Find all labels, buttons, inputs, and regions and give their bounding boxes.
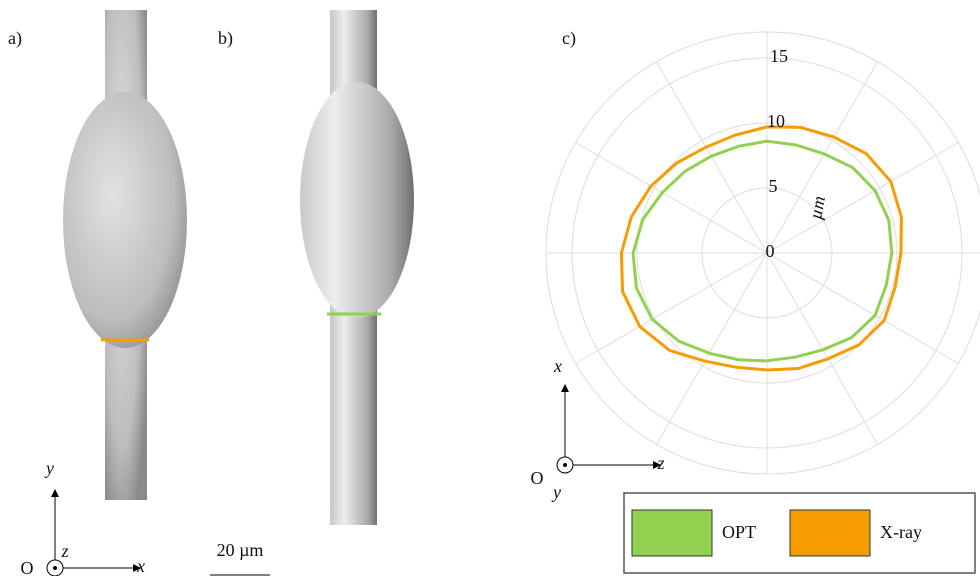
- annotation: z⃗: [60, 541, 82, 561]
- grid-spoke: [657, 253, 768, 444]
- annotation: y⃗: [551, 482, 575, 502]
- annotation: O: [531, 468, 544, 488]
- annotation: y⃗: [44, 458, 68, 478]
- annotation: x⃗: [136, 556, 159, 576]
- annotation: c): [562, 28, 576, 49]
- r-tick-label: 10: [767, 111, 785, 131]
- r-tick-label: 5: [769, 176, 778, 196]
- series-line: [621, 127, 901, 370]
- annotation: a): [8, 28, 22, 49]
- annotation: 20 µm: [217, 540, 264, 560]
- grid-spoke: [767, 62, 878, 253]
- annotation: z⃗: [656, 453, 678, 473]
- legend-label: OPT: [722, 522, 756, 542]
- series-line: [633, 141, 892, 361]
- r-tick-label: 0: [766, 241, 775, 261]
- annotation: b): [218, 28, 233, 49]
- r-tick-label: 15: [770, 46, 788, 66]
- grid-spoke: [576, 143, 767, 254]
- grid-spoke: [767, 143, 958, 254]
- annotation: O: [21, 558, 34, 576]
- r-axis-label: µm: [805, 194, 829, 220]
- annotation: x⃗: [553, 356, 576, 376]
- render-b: [300, 10, 414, 525]
- render-a: [63, 10, 187, 500]
- figure: 0 5 10 15 µm OPT X-ray a) b) c) 20 µm Oy⃗ z⃗ x⃗ Ox⃗ z⃗ y…: [0, 0, 980, 576]
- grid-spoke: [767, 253, 958, 364]
- legend-swatch: [632, 510, 712, 556]
- legend-label: X-ray: [880, 522, 922, 542]
- legend-swatch: [790, 510, 870, 556]
- grid-spoke: [576, 253, 767, 364]
